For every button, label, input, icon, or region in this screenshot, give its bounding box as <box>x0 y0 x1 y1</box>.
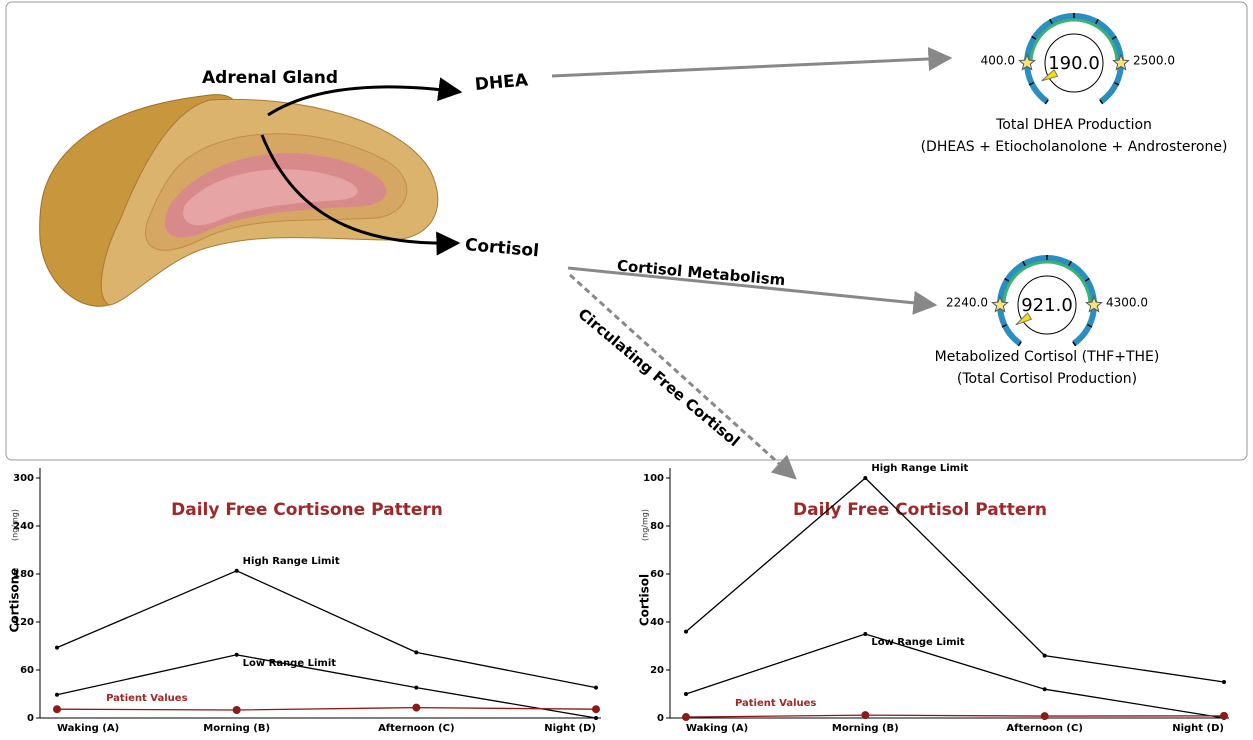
screen: Adrenal Gland DHEA Cortisol Cortisol Met… <box>0 0 1253 736</box>
series-line <box>57 571 596 688</box>
gauge-max-label: 4300.0 <box>1106 296 1148 310</box>
y-tick-label: 60 <box>650 569 664 580</box>
point <box>682 713 690 721</box>
point <box>1222 680 1226 684</box>
chart-title: Daily Free Cortisol Pattern <box>793 500 1047 520</box>
series-label: High Range Limit <box>243 556 340 567</box>
gauge-value: 190.0 <box>1048 53 1100 74</box>
point <box>235 653 239 657</box>
x-tick-label: Morning (B) <box>203 723 270 734</box>
series-line <box>57 708 596 710</box>
point <box>1043 687 1047 691</box>
point <box>53 705 61 713</box>
x-tick-label: Night (D) <box>544 723 596 734</box>
x-tick-label: Waking (A) <box>57 723 119 734</box>
point <box>55 646 59 650</box>
gauge-caption: Metabolized Cortisol (THF+THE) <box>935 349 1160 365</box>
point <box>594 686 598 690</box>
y-tick-label: 80 <box>650 521 664 532</box>
point <box>414 686 418 690</box>
series-label: Low Range Limit <box>871 637 965 648</box>
series-label: Low Range Limit <box>243 658 337 669</box>
series-line <box>686 715 1224 717</box>
gauge-max-label: 2500.0 <box>1133 54 1175 68</box>
y-tick-label: 60 <box>20 665 34 676</box>
page: Adrenal Gland DHEA Cortisol Cortisol Met… <box>0 0 1253 736</box>
gauge-min-label: 2240.0 <box>946 296 988 310</box>
y-tick-label: 100 <box>643 473 664 484</box>
point <box>684 630 688 634</box>
y-tick-label: 40 <box>650 617 664 628</box>
y-tick-label: 300 <box>13 473 34 484</box>
point <box>592 705 600 713</box>
series-label: Patient Values <box>735 698 816 709</box>
point <box>861 711 869 719</box>
gauge-caption: Total DHEA Production <box>995 117 1152 133</box>
x-tick-label: Afternoon (C) <box>1006 723 1083 734</box>
y-tick-label: 20 <box>650 665 664 676</box>
point <box>233 706 241 714</box>
x-tick-label: Afternoon (C) <box>378 723 455 734</box>
label: Adrenal Gland <box>202 68 338 88</box>
point <box>1041 712 1049 720</box>
point <box>863 632 867 636</box>
point <box>594 716 598 720</box>
gauge-caption: (DHEAS + Etiocholanolone + Androsterone) <box>921 139 1228 155</box>
x-tick-label: Morning (B) <box>832 723 899 734</box>
x-tick-label: Night (D) <box>1172 723 1224 734</box>
gauge-caption: (Total Cortisol Production) <box>957 371 1137 387</box>
point <box>863 476 867 480</box>
series-label: Patient Values <box>106 693 187 704</box>
gauge-min-label: 400.0 <box>981 54 1015 68</box>
point <box>55 693 59 697</box>
point <box>412 704 420 712</box>
y-axis-unit: (ng/mg) <box>11 509 20 541</box>
y-tick-label: 0 <box>27 713 34 724</box>
gauge-value: 921.0 <box>1021 295 1073 316</box>
y-axis-label: Cortisone <box>8 568 22 633</box>
y-axis-unit: (ng/mg) <box>641 509 650 541</box>
x-tick-label: Waking (A) <box>686 723 748 734</box>
point <box>414 650 418 654</box>
point <box>684 692 688 696</box>
y-axis-label: Cortisol <box>638 574 652 626</box>
series-label: High Range Limit <box>871 463 968 474</box>
y-tick-label: 0 <box>657 713 664 724</box>
point <box>235 569 239 573</box>
chart-title: Daily Free Cortisone Pattern <box>171 500 443 520</box>
point <box>1043 654 1047 658</box>
point <box>1220 712 1228 720</box>
